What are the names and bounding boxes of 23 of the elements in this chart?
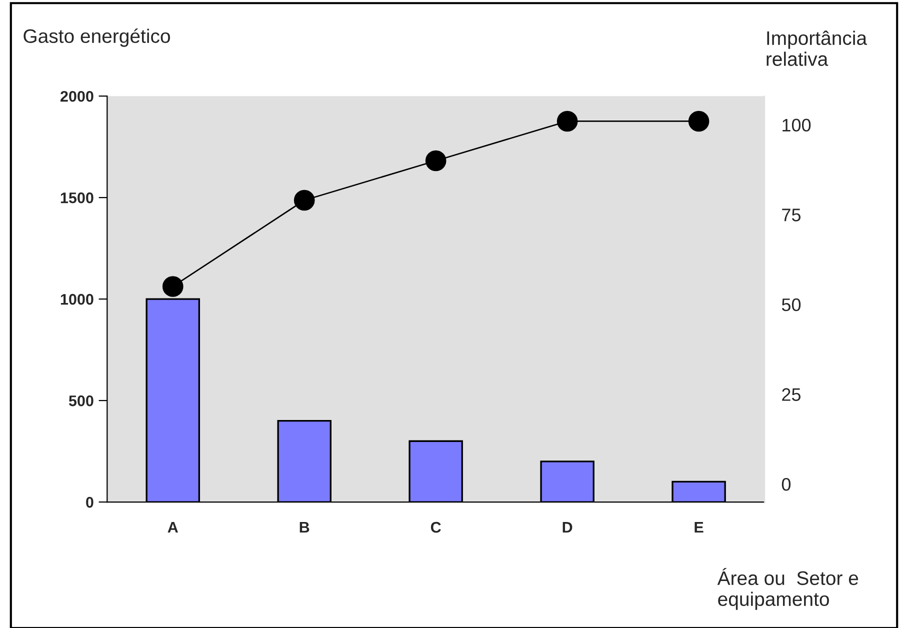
x-tick-label: C: [430, 522, 441, 533]
x-tick-label: D: [562, 522, 572, 533]
x-axis-title: Área ou Setor e equipamento: [717, 568, 858, 610]
x-tick-label: B: [300, 522, 310, 533]
x-tick-label: A: [168, 522, 178, 533]
y-tick-label: 1000: [60, 294, 94, 305]
y2-tick-label: 100: [782, 118, 811, 132]
y2-tick-label: 25: [782, 388, 801, 401]
y-tick-label: 500: [68, 395, 94, 406]
y-axis-title: Gasto energético: [24, 28, 170, 47]
y-tick-label: 1500: [60, 192, 94, 204]
y2-tick-label: 75: [782, 208, 801, 222]
y-tick-label: 0: [86, 496, 94, 508]
point: [294, 190, 315, 211]
point: [425, 150, 446, 172]
y2-axis-title: Importância relativa: [766, 30, 868, 66]
point: [556, 110, 578, 132]
point: [688, 110, 710, 132]
y-tick-label: 2000: [60, 90, 94, 102]
y2-tick-label: 0: [782, 478, 791, 491]
point: [162, 276, 184, 297]
x-tick-label: E: [694, 522, 704, 533]
y2-tick-label: 50: [782, 298, 801, 312]
